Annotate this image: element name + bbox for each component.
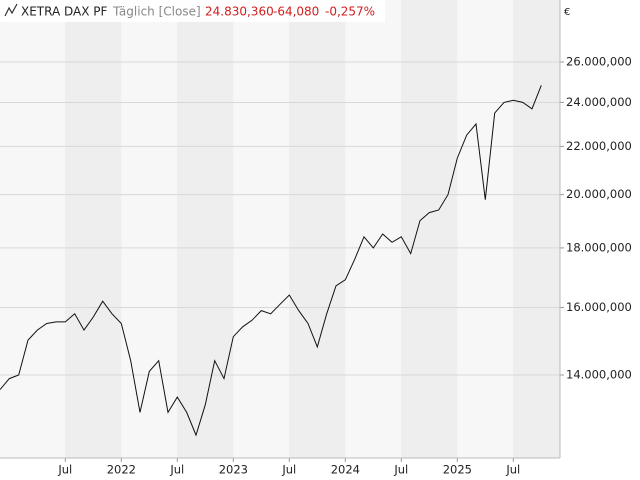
x-tick-label: Jul [57,463,72,477]
chart-title: XETRA DAX PF [21,5,108,19]
x-tick-label: Jul [169,463,184,477]
y-tick-label: 16.000,000 [566,300,632,314]
x-tick-label: Jul [505,463,520,477]
x-tick-label: 2022 [107,463,136,477]
y-tick-label: 18.000,000 [566,240,632,254]
x-tick-label: 2023 [219,463,248,477]
last-value: 24.830,360 [205,5,274,19]
y-tick-label: 22.000,000 [566,139,632,153]
y-unit: € [564,7,570,18]
y-tick-label: 24.000,000 [566,95,632,109]
y-tick-label: 14.000,000 [566,367,632,381]
y-tick-label: 20.000,000 [566,187,632,201]
y-tick-label: 26.000,000 [566,54,632,68]
bg-band [513,0,560,458]
bg-band [65,0,122,458]
x-tick-label: 2025 [443,463,472,477]
price-line [0,85,542,437]
x-tick-label: Jul [281,463,296,477]
subtitle: Täglich [Close] [112,5,201,19]
header-bg [0,0,385,22]
x-tick-label: 2024 [331,463,360,477]
bg-band [177,0,234,458]
bg-band [289,0,346,458]
bg-band [401,0,458,458]
change: -64,080 [273,5,319,19]
x-tick-label: Jul [393,463,408,477]
chart-icon [4,3,18,17]
change-pct: -0,257% [325,5,375,19]
